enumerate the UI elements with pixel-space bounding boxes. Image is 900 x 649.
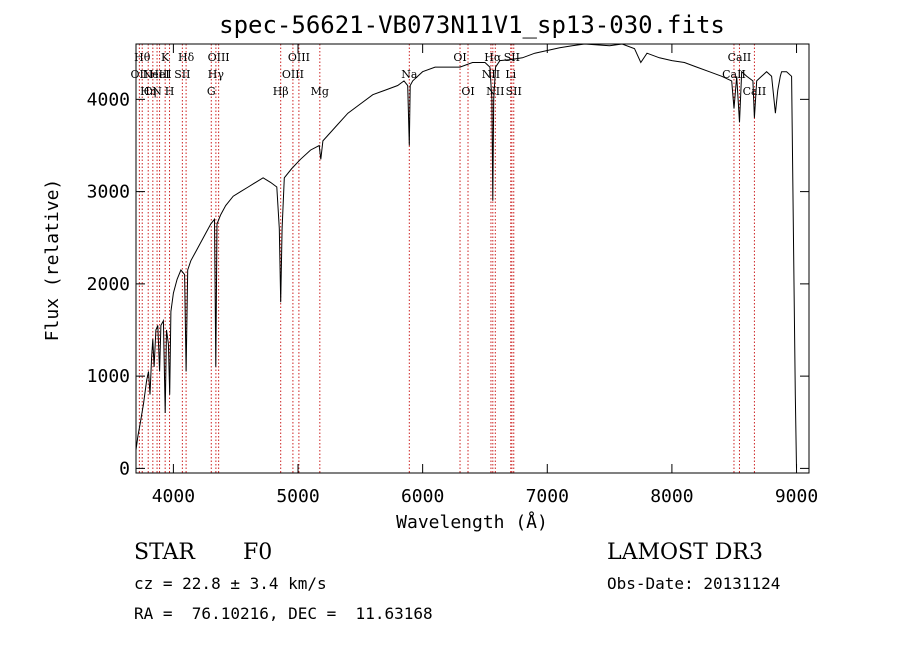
line-marker-label: Hβ: [273, 85, 289, 98]
x-tick-label: 8000: [650, 486, 693, 507]
line-marker-label: Hγ: [208, 68, 225, 81]
line-marker-label: OI: [461, 85, 474, 98]
redshift-readout: cz = 22.8 ± 3.4 km/s: [134, 574, 327, 593]
y-tick-label: 0: [119, 458, 130, 479]
chart-title: spec-56621-VB073N11V1_sp13-030.fits: [219, 11, 725, 39]
line-marker-label: Hθ: [134, 51, 151, 64]
y-tick-label: 3000: [87, 182, 130, 203]
line-marker-label: NII: [486, 85, 504, 98]
line-marker-label: Hη: [140, 85, 156, 98]
line-marker-label: Hδ: [178, 51, 195, 64]
x-tick-label: 5000: [276, 486, 319, 507]
coordinates: RA = 76.10216, DEC = 11.63168: [134, 604, 433, 623]
line-marker-label: HeI: [149, 68, 169, 81]
plot-frame: [135, 43, 810, 474]
obs-date: Obs-Date: 20131124: [607, 574, 781, 593]
survey-name: LAMOST DR3: [607, 540, 763, 565]
line-markers: [138, 44, 755, 473]
x-tick-label: 9000: [775, 486, 818, 507]
line-marker-label: Hα: [484, 51, 502, 64]
line-marker-label: OII: [131, 68, 149, 81]
line-marker-label: CaII: [722, 68, 746, 81]
line-marker-label: CaII: [743, 85, 767, 98]
y-axis-ticks: 0 1000 2000 3000 4000: [87, 89, 809, 479]
line-marker-label: K: [161, 51, 170, 64]
line-marker-label: OIII: [282, 68, 304, 81]
x-tick-label: 7000: [526, 486, 569, 507]
line-marker-label: G: [207, 85, 216, 98]
object-class: STAR: [134, 540, 195, 565]
y-tick-label: 1000: [87, 366, 130, 387]
line-marker-label: OIII: [208, 51, 230, 64]
x-tick-label: 4000: [152, 486, 195, 507]
line-marker-label: SII: [504, 51, 520, 64]
line-marker-label: H: [165, 85, 175, 98]
x-tick-label: 6000: [401, 486, 444, 507]
y-axis-label: Flux (relative): [42, 179, 63, 342]
line-marker-label: CN: [144, 85, 162, 98]
line-marker-label: OI: [453, 51, 466, 64]
line-marker-label: Li: [505, 68, 516, 81]
line-marker-label: Na: [401, 68, 418, 81]
line-marker-label: SII: [506, 85, 522, 98]
line-marker-label: SII: [174, 68, 190, 81]
line-marker-label: NeIII: [142, 68, 171, 81]
line-marker-label: Mg: [311, 85, 329, 98]
spectral-subclass: F0: [243, 540, 273, 565]
y-tick-label: 4000: [87, 89, 130, 110]
spectrum-series: [135, 43, 797, 469]
line-marker-label: OIII: [288, 51, 310, 64]
y-tick-label: 2000: [87, 274, 130, 295]
x-axis-label: Wavelength (Å): [396, 511, 548, 533]
line-marker-label: CaII: [728, 51, 752, 64]
x-axis-ticks: 4000 5000 6000 7000 8000 9000: [152, 44, 818, 507]
